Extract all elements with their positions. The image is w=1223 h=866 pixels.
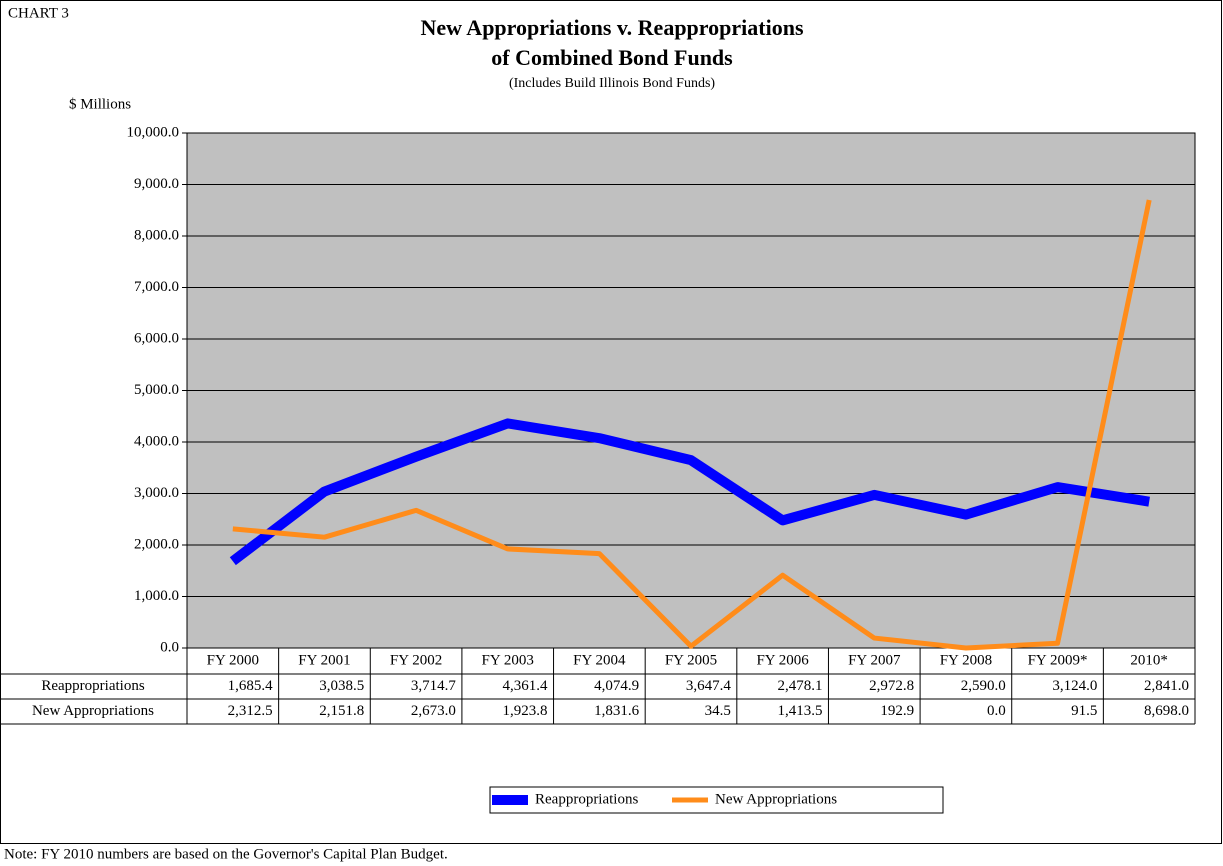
y-tick-label: 7,000.0: [134, 279, 179, 295]
table-cell: 3,647.4: [686, 678, 732, 694]
table-cell: 2,312.5: [228, 703, 273, 719]
chart-label: CHART 3: [8, 5, 69, 21]
x-tick-label: FY 2008: [940, 652, 992, 668]
table-cell: 2,972.8: [869, 678, 914, 694]
table-cell: 1,923.8: [503, 703, 548, 719]
y-tick-label: 0.0: [160, 639, 179, 655]
table-cell: 2,151.8: [319, 703, 364, 719]
y-tick-label: 9,000.0: [134, 176, 179, 192]
x-tick-label: FY 2003: [482, 652, 534, 668]
y-tick-label: 10,000.0: [127, 124, 180, 140]
table-cell: 3,124.0: [1052, 678, 1097, 694]
chart-title: New Appropriations v. Reappropriations: [420, 15, 803, 40]
y-tick-label: 2,000.0: [134, 536, 179, 552]
table-row-label: Reappropriations: [41, 678, 144, 694]
y-axis-label: $ Millions: [69, 96, 131, 112]
table-cell: 4,361.4: [503, 678, 549, 694]
table-cell: 3,714.7: [411, 678, 457, 694]
y-tick-label: 1,000.0: [134, 588, 179, 604]
y-tick-label: 3,000.0: [134, 485, 179, 501]
y-tick-label: 6,000.0: [134, 330, 179, 346]
x-tick-label: FY 2007: [848, 652, 901, 668]
x-tick-label: FY 2006: [756, 652, 809, 668]
x-tick-label: FY 2005: [665, 652, 717, 668]
table-cell: 3,038.5: [319, 678, 364, 694]
table-cell: 2,590.0: [961, 678, 1006, 694]
table-cell: 34.5: [705, 703, 731, 719]
x-tick-label: FY 2004: [573, 652, 626, 668]
y-tick-label: 5,000.0: [134, 382, 179, 398]
y-tick-label: 4,000.0: [134, 433, 179, 449]
x-tick-label: FY 2009*: [1028, 652, 1088, 668]
table-cell: 1,831.6: [594, 703, 640, 719]
legend-box: [489, 786, 944, 814]
legend-label: Reappropriations: [535, 791, 638, 807]
table-cell: 192.9: [880, 703, 914, 719]
legend-label: New Appropriations: [715, 791, 837, 807]
line-series: [229, 418, 1150, 566]
note: Note: FY 2010 numbers are based on the G…: [4, 846, 448, 862]
table-cell: 1,685.4: [228, 678, 274, 694]
table-cell: 8,698.0: [1144, 703, 1189, 719]
x-tick-label: FY 2000: [207, 652, 259, 668]
table-cell: 4,074.9: [594, 678, 639, 694]
line-series: [232, 199, 1152, 651]
table-cell: 0.0: [987, 703, 1006, 719]
chart-title: of Combined Bond Funds: [491, 45, 733, 70]
table-cell: 2,841.0: [1144, 678, 1189, 694]
table-row-label: New Appropriations: [32, 703, 154, 719]
table-cell: 1,413.5: [777, 703, 822, 719]
table-cell: 91.5: [1071, 703, 1097, 719]
x-tick-label: FY 2002: [390, 652, 442, 668]
chart-subtitle: (Includes Build Illinois Bond Funds): [509, 76, 715, 91]
x-tick-label: FY 2001: [298, 652, 350, 668]
table-cell: 2,673.0: [411, 703, 456, 719]
y-tick-label: 8,000.0: [134, 227, 179, 243]
x-tick-label: 2010*: [1130, 652, 1168, 668]
table-cell: 2,478.1: [777, 678, 822, 694]
